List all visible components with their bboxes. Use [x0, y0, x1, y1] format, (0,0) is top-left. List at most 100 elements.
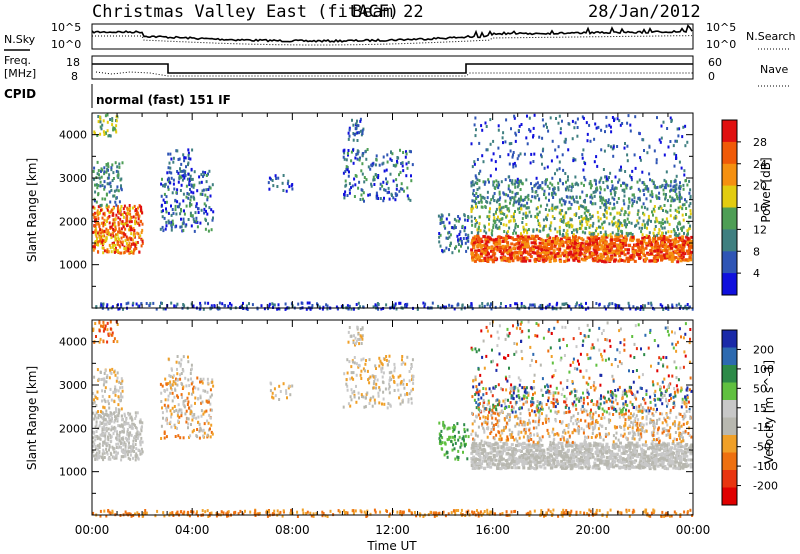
heatmap-cell	[171, 208, 174, 211]
heatmap-cell	[343, 196, 346, 200]
heatmap-cell	[613, 206, 616, 210]
heatmap-cell	[382, 161, 385, 165]
heatmap-cell	[620, 246, 623, 250]
heatmap-cell	[474, 253, 477, 257]
heatmap-cell	[609, 212, 612, 216]
heatmap-cell	[437, 214, 440, 218]
heatmap-cell	[362, 191, 365, 195]
heatmap-cell	[624, 142, 626, 145]
heatmap-cell	[366, 148, 369, 151]
heatmap-cell	[516, 177, 519, 181]
heatmap-cell	[653, 249, 657, 253]
heatmap-cell	[572, 233, 575, 237]
heatmap-cell	[649, 252, 653, 256]
heatmap-cell	[599, 199, 602, 202]
heatmap-cell	[168, 221, 171, 225]
heatmap-cell	[630, 178, 633, 182]
heatmap-cell	[101, 216, 104, 220]
heatmap-cell	[489, 207, 491, 211]
heatmap-cell	[113, 248, 116, 251]
heatmap-cell	[344, 170, 347, 173]
heatmap-cell	[651, 210, 653, 214]
heatmap-cell	[556, 301, 559, 305]
heatmap-cell	[689, 188, 692, 192]
heatmap-cell	[105, 249, 108, 253]
heatmap-cell	[454, 434, 456, 438]
heatmap-cell	[615, 304, 617, 307]
heatmap-cell	[653, 209, 656, 213]
heatmap-cell	[583, 175, 586, 179]
heatmap-cell	[456, 422, 459, 426]
heatmap-cell	[543, 189, 546, 193]
heatmap-cell	[446, 451, 449, 455]
heatmap-cell	[450, 439, 453, 443]
heatmap-cell	[100, 221, 103, 225]
heatmap-cell	[476, 231, 479, 235]
heatmap-cell	[571, 253, 575, 257]
heatmap-cell	[506, 256, 510, 260]
heatmap-cell	[448, 437, 450, 441]
heatmap-cell	[396, 383, 399, 387]
heatmap-cell	[512, 215, 515, 219]
heatmap-cell	[111, 333, 114, 337]
heatmap-cell	[576, 249, 580, 253]
heatmap-cell	[103, 380, 106, 384]
heatmap-cell	[115, 388, 118, 392]
heatmap-cell	[128, 441, 130, 445]
heatmap-cell	[685, 213, 687, 216]
heatmap-cell	[645, 184, 648, 188]
heatmap-cell	[654, 247, 658, 251]
heatmap-cell	[576, 301, 578, 305]
heatmap-cell	[467, 246, 469, 250]
heatmap-cell	[466, 218, 469, 222]
heatmap-cell	[496, 217, 499, 221]
heatmap-cell	[563, 303, 566, 306]
heatmap-cell	[401, 355, 404, 358]
heatmap-cell	[448, 230, 451, 234]
heatmap-cell	[512, 151, 515, 154]
heatmap-cell	[520, 123, 523, 126]
heatmap-cell	[546, 165, 549, 169]
heatmap-cell	[375, 367, 377, 370]
heatmap-cell	[684, 258, 688, 262]
heatmap-cell	[540, 454, 544, 458]
heatmap-cell	[525, 136, 528, 140]
heatmap-cell	[550, 159, 553, 163]
heatmap-cell	[611, 187, 614, 191]
heatmap-cell	[494, 240, 498, 244]
heatmap-cell	[94, 458, 97, 461]
heatmap-cell	[209, 427, 211, 431]
heatmap-cell	[441, 249, 444, 253]
heatmap-cell	[652, 213, 654, 217]
heatmap-cell	[610, 245, 614, 249]
heatmap-cell	[103, 170, 106, 174]
heatmap-cell	[624, 170, 627, 173]
heatmap-cell	[541, 255, 545, 259]
heatmap-cell	[606, 257, 610, 261]
heatmap-cell	[562, 228, 565, 232]
heatmap-cell	[190, 392, 193, 396]
heatmap-cell	[505, 223, 508, 227]
heatmap-cell	[515, 231, 517, 235]
heatmap-cell	[386, 191, 389, 195]
heatmap-cell	[117, 221, 120, 225]
heatmap-cell	[180, 175, 183, 179]
heatmap-cell	[519, 247, 523, 251]
heatmap-cell	[348, 188, 351, 192]
heatmap-cell	[201, 381, 204, 385]
heatmap-cell	[448, 221, 451, 225]
heatmap-cell	[512, 162, 515, 166]
heatmap-cell	[656, 249, 660, 252]
heatmap-cell	[558, 229, 561, 233]
heatmap-cell	[140, 231, 143, 234]
heatmap-cell	[533, 258, 537, 262]
heatmap-cell	[557, 181, 560, 185]
heatmap-cell	[108, 445, 111, 449]
heatmap-cell	[487, 178, 490, 182]
heatmap-cell	[564, 137, 567, 141]
heatmap-cell	[517, 202, 520, 206]
heatmap-cell	[97, 184, 100, 187]
heatmap-cell	[650, 243, 654, 247]
heatmap-cell	[359, 337, 362, 341]
heatmap-cell	[664, 220, 666, 224]
